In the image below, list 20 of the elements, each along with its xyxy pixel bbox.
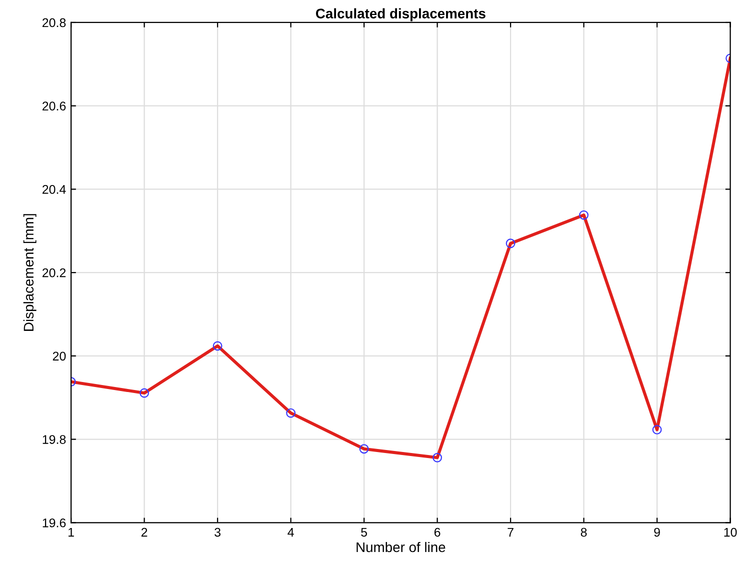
x-tick-label: 3 xyxy=(214,528,220,537)
x-tick-label: 2 xyxy=(141,528,148,537)
x-tick-label: 9 xyxy=(654,528,660,537)
y-tick-label: 20 xyxy=(52,352,66,361)
x-tick-label: 7 xyxy=(508,528,514,537)
x-tick-label: 10 xyxy=(724,528,737,537)
x-tick-label: 6 xyxy=(434,528,440,537)
x-tick-label: 5 xyxy=(361,528,368,537)
y-tick-label: 20.8 xyxy=(42,18,66,28)
x-axis-title: Number of line xyxy=(356,542,446,552)
y-tick-label: 20.6 xyxy=(42,102,66,110)
x-tick-label: 8 xyxy=(580,528,587,537)
x-tick-label: 1 xyxy=(68,528,74,537)
x-tick-label: 4 xyxy=(288,528,294,537)
y-axis-title: Displacement [mm] xyxy=(23,214,36,331)
y-tick-label: 20.4 xyxy=(42,185,66,194)
chart-title: Calculated displacements xyxy=(316,8,486,22)
y-tick-label: 19.6 xyxy=(42,518,66,528)
y-tick-label: 20.2 xyxy=(42,268,66,278)
y-tick-label: 19.8 xyxy=(42,435,66,444)
